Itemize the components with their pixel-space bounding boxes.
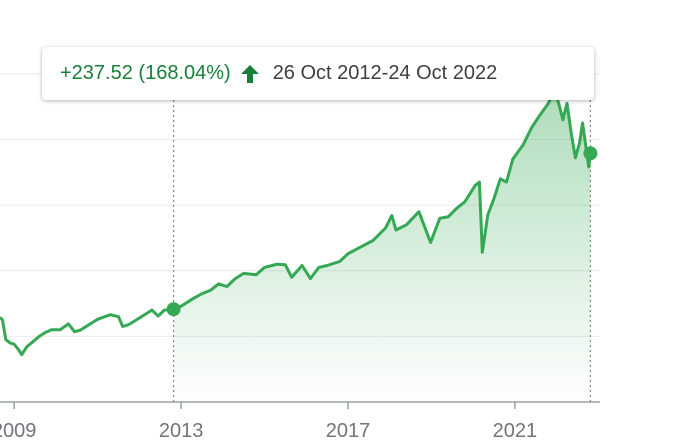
up-arrow-icon	[240, 64, 259, 83]
selection-area	[173, 90, 591, 402]
range-text: 26 Oct 2012-24 Oct 2022	[272, 62, 498, 84]
x-tick-label: 2021	[493, 420, 538, 442]
x-tick-label: 2013	[159, 420, 204, 442]
tooltip: +237.52 (168.04%) 26 Oct 2012-24 Oct 202…	[42, 47, 594, 100]
selection-point	[166, 302, 181, 317]
x-tick-label: 2017	[326, 420, 371, 442]
selection-point	[583, 146, 598, 161]
x-tick-label: 2009	[0, 420, 36, 442]
price-line	[0, 88, 592, 357]
change-text: +237.52 (168.04%)	[60, 62, 231, 84]
